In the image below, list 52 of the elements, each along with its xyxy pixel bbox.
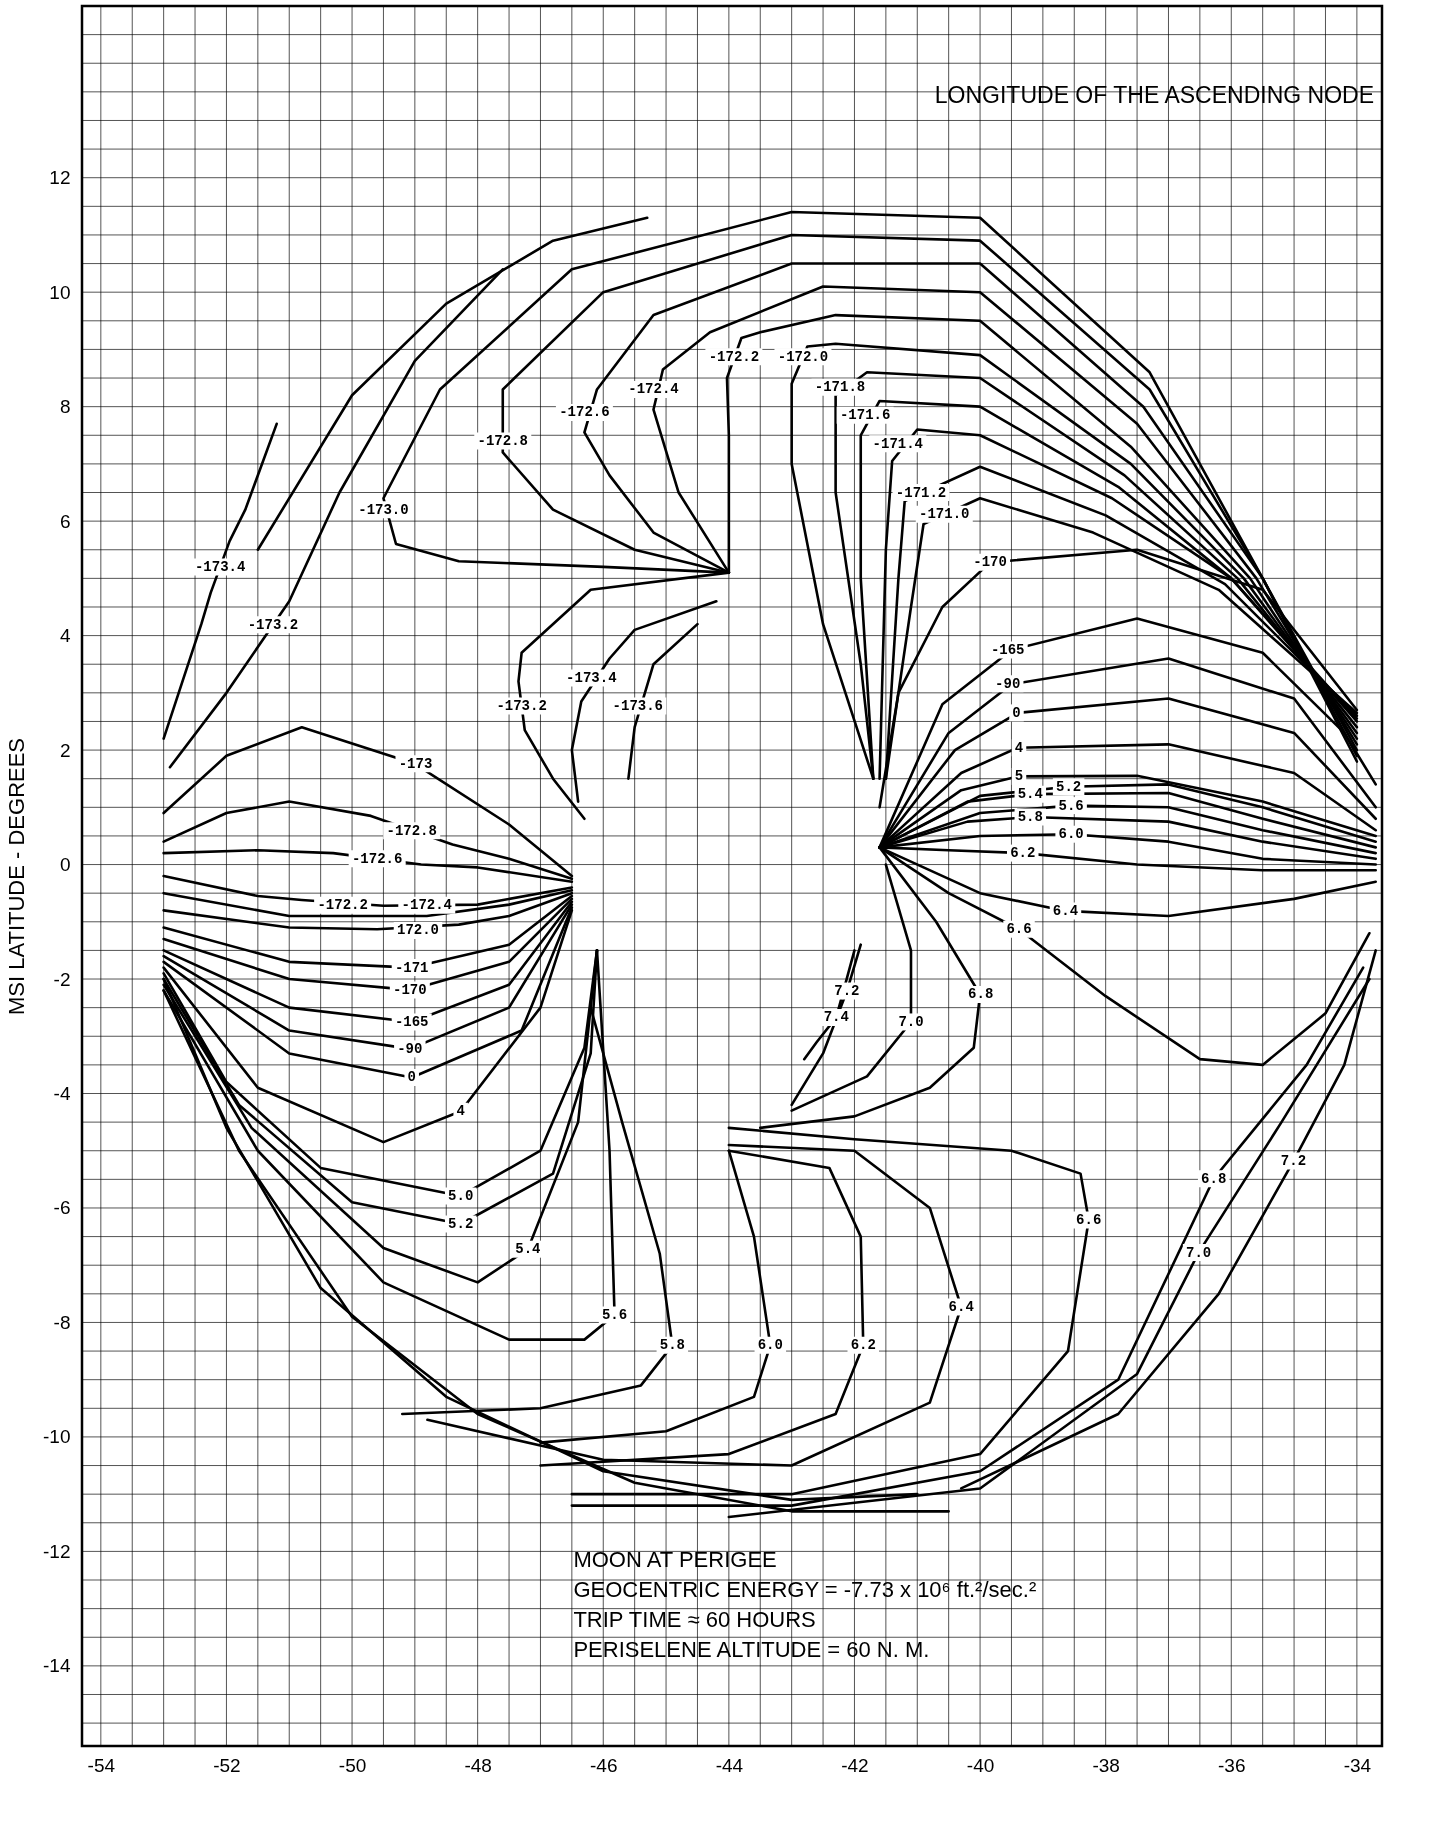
annotation: 172.0 [396, 922, 439, 939]
annotation: -172.2 [317, 897, 368, 914]
y-tick-label: -10 [43, 1426, 71, 1448]
annotation: -171.6 [839, 407, 891, 424]
x-tick-label: -34 [1343, 1754, 1372, 1776]
annotation: -173.4 [194, 558, 246, 575]
annotation: -172.8 [477, 433, 528, 449]
annotation: -173.2 [247, 616, 299, 633]
y-tick-label: -4 [53, 1083, 71, 1104]
y-axis-title: MSI LATITUDE - DEGREES [4, 737, 30, 1016]
y-tick-label: 4 [59, 625, 71, 647]
annotation: -171.4 [872, 435, 924, 452]
annotation: 0 [1012, 704, 1021, 721]
x-tick-label: -42 [841, 1754, 869, 1776]
annotation: 4 [456, 1103, 465, 1120]
annotation: -172.6 [351, 850, 403, 867]
x-tick-label: -40 [966, 1754, 995, 1776]
annotation: -173.4 [566, 669, 617, 686]
annotation: -172.6 [559, 404, 610, 421]
x-tick-label: -46 [590, 1754, 618, 1776]
annotation: 4 [1014, 739, 1024, 756]
x-tick-label: -44 [715, 1754, 744, 1776]
annotation: -172.0 [777, 348, 829, 365]
annotation: -172.4 [401, 897, 452, 914]
x-tick-label: -52 [213, 1754, 241, 1776]
y-tick-label: -14 [43, 1655, 71, 1677]
x-tick-label: -50 [338, 1754, 367, 1776]
annotation: -173.6 [612, 698, 664, 715]
annotation: 5 [1014, 768, 1024, 785]
y-tick-label: 0 [59, 854, 71, 876]
annotation: -171.0 [919, 506, 970, 523]
y-tick-label: -2 [53, 968, 71, 990]
annotation: -173.0 [358, 501, 409, 518]
annotation: -172.2 [708, 348, 760, 365]
annotation: -173.2 [496, 698, 547, 715]
x-tick-label: -38 [1092, 1754, 1120, 1776]
y-tick-label: 8 [59, 396, 71, 418]
y-tick-label: -12 [43, 1540, 71, 1562]
y-tick-label: -6 [53, 1197, 71, 1219]
y-tick-label: 12 [49, 167, 71, 189]
y-tick-label: 2 [59, 739, 71, 761]
x-tick-label: -48 [464, 1754, 492, 1776]
y-tick-label: 10 [49, 281, 71, 303]
annotation: -172.8 [386, 822, 437, 839]
annotation: -171.8 [814, 379, 866, 396]
x-tick-label: -36 [1218, 1754, 1246, 1776]
annotation: -171.2 [895, 484, 947, 501]
x-tick-label: -54 [87, 1754, 116, 1776]
y-tick-label: -8 [53, 1311, 71, 1333]
annotation: -172.4 [628, 381, 679, 398]
annotation: 0 [407, 1069, 416, 1086]
y-tick-label: 6 [59, 510, 71, 532]
